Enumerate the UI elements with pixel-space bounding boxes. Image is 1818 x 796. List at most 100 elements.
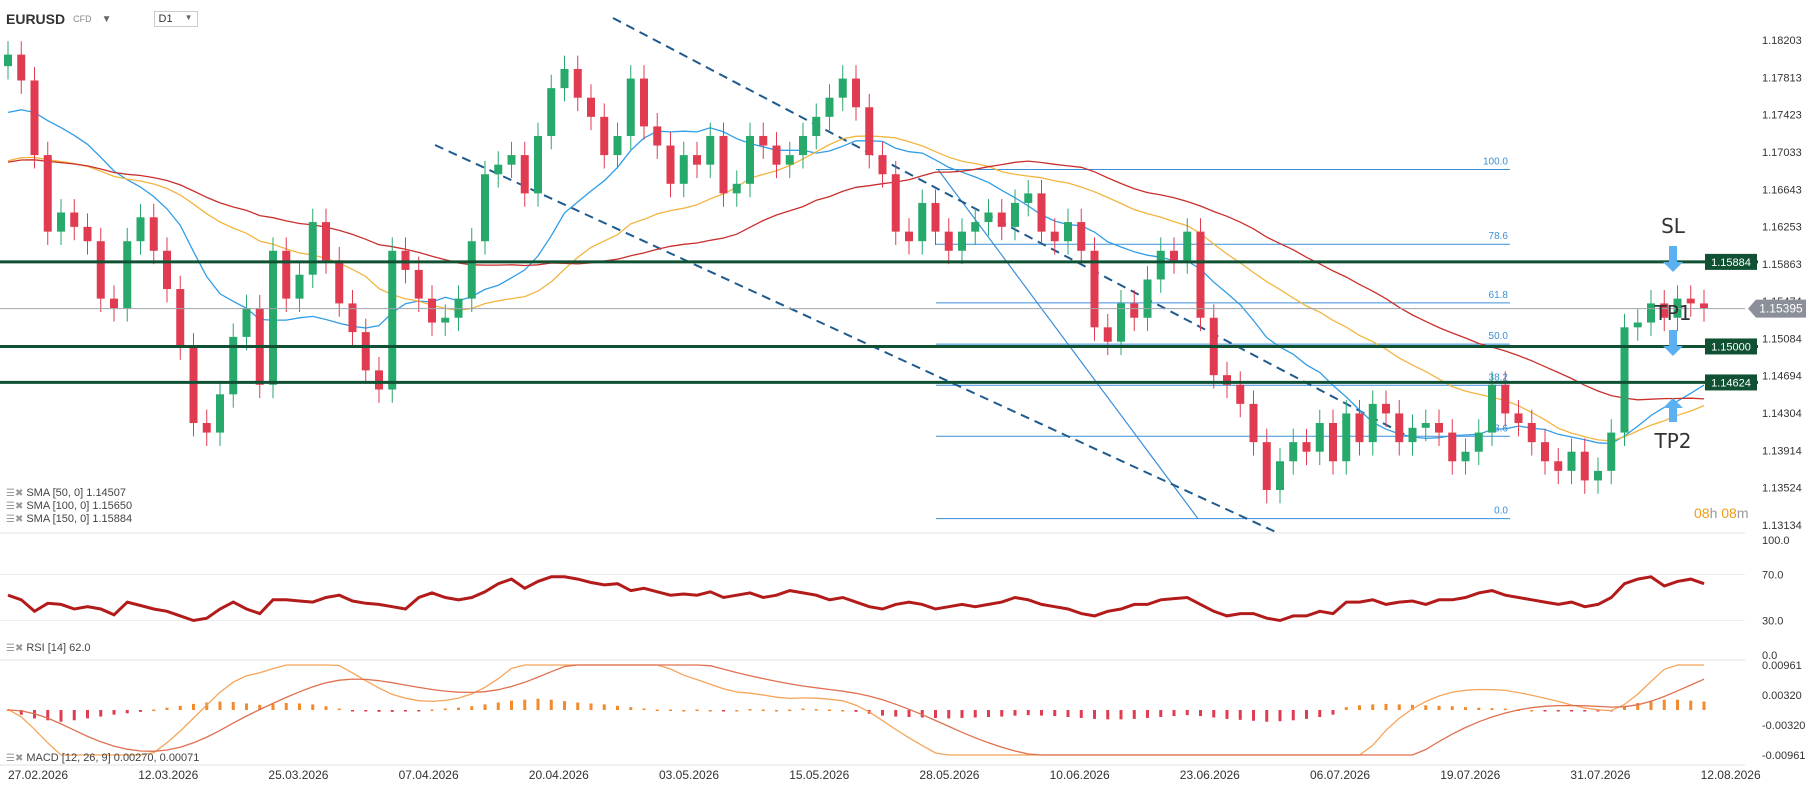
legend-macd[interactable]: ☰✖ MACD [12, 26, 9] 0.00270, 0.00071	[6, 752, 200, 764]
macd-histogram-bar	[1265, 710, 1269, 722]
macd-histogram-bar	[1371, 704, 1375, 710]
macd-histogram-bar	[1477, 707, 1481, 710]
candle	[1594, 470, 1602, 481]
candle	[560, 68, 569, 89]
macd-histogram-bar	[616, 705, 619, 710]
candle	[746, 135, 754, 184]
macd-histogram-bar	[563, 701, 566, 710]
rsi-tick-label: 0.0	[1762, 650, 1777, 662]
macd-tick-label: 0.00320	[1762, 690, 1802, 702]
channel-upper-line	[612, 17, 1416, 441]
candle	[149, 217, 158, 251]
candle	[361, 332, 370, 371]
fib-level-label: 0.0	[1494, 506, 1508, 517]
macd-histogram-bar	[1503, 708, 1507, 711]
macd-histogram-bar	[86, 710, 89, 719]
sl-level-tag-label: 1.15884	[1711, 257, 1751, 269]
macd-histogram-bar	[960, 710, 964, 718]
price-tick-label: 1.17033	[1762, 147, 1802, 159]
macd-histogram-bar	[496, 702, 500, 710]
candle	[997, 212, 1006, 227]
candle	[1156, 250, 1165, 280]
candle	[1090, 250, 1099, 328]
indicator-menu-icon[interactable]: ☰✖	[6, 487, 24, 499]
legend-sma50[interactable]: ☰✖ SMA [50, 0] 1.14507	[6, 487, 127, 499]
timeframe-select[interactable]: D1 ▼	[153, 11, 198, 27]
candle	[1488, 384, 1496, 433]
macd-histogram-bar	[920, 710, 924, 718]
arrow-down-icon	[1663, 246, 1683, 272]
indicator-menu-icon[interactable]: ☰✖	[6, 513, 24, 525]
legend-rsi[interactable]: ☰✖ RSI [14] 62.0	[6, 642, 91, 654]
macd-histogram-bar	[1066, 710, 1070, 718]
candle	[1448, 432, 1457, 462]
price-tick-label: 1.13914	[1762, 445, 1802, 457]
candle	[732, 183, 741, 194]
macd-histogram-bar	[788, 709, 792, 712]
candle	[534, 135, 542, 194]
macd-histogram-bar	[1437, 705, 1441, 710]
instrument-type-label: CFD	[73, 14, 92, 24]
macd-tick-label: -0.00320	[1762, 720, 1805, 732]
macd-histogram-bar	[165, 707, 169, 710]
macd-histogram-bar	[841, 710, 845, 712]
date-tick-label: 10.06.2026	[1050, 768, 1110, 782]
arrow-up-icon	[1663, 398, 1683, 422]
symbol-dropdown-icon[interactable]: ▼	[101, 13, 112, 25]
macd-histogram-bar	[139, 710, 142, 712]
candle	[573, 68, 582, 98]
price-tick-label: 1.14694	[1762, 371, 1802, 383]
macd-histogram-bar	[973, 710, 977, 718]
candle	[1315, 423, 1324, 452]
fib-level-label: 61.8	[1489, 290, 1509, 301]
macd-histogram-bar	[1199, 710, 1202, 717]
tp2-level-tag	[1705, 374, 1757, 391]
candle	[216, 394, 224, 433]
candle	[202, 423, 211, 433]
macd-histogram-bar	[1053, 710, 1057, 717]
candle	[1064, 222, 1072, 242]
date-tick-label: 19.07.2026	[1440, 768, 1500, 782]
tp2-level-tag-label: 1.14624	[1711, 377, 1751, 389]
macd-histogram-bar	[258, 704, 262, 710]
macd-histogram-bar	[1649, 700, 1653, 710]
macd-histogram-bar	[1331, 710, 1335, 715]
macd-histogram-bar	[1026, 710, 1030, 716]
macd-histogram-bar	[1344, 707, 1348, 710]
candle	[189, 346, 198, 424]
candle	[825, 97, 834, 117]
candle	[1660, 303, 1669, 318]
legend-sma150[interactable]: ☰✖ SMA [150, 0] 1.15884	[6, 513, 133, 525]
candle	[1037, 193, 1046, 232]
price-tick-label: 1.18203	[1762, 35, 1802, 47]
candle	[1117, 303, 1125, 342]
macd-histogram-bar	[311, 704, 315, 710]
candle	[110, 298, 118, 309]
indicator-menu-icon[interactable]: ☰✖	[6, 642, 24, 654]
tp2-label: TP2	[1653, 429, 1691, 453]
current-price-tag	[1748, 299, 1806, 318]
macd-histogram-bar	[1238, 710, 1242, 720]
date-tick-label: 07.04.2026	[399, 768, 459, 782]
macd-histogram-bar	[125, 710, 129, 714]
candle	[1223, 375, 1231, 385]
fib-level-label: 100.0	[1483, 156, 1508, 167]
candle	[335, 260, 344, 304]
candle	[1050, 231, 1059, 242]
candle	[653, 126, 662, 146]
candle	[428, 298, 436, 323]
candle-countdown: 08h 08m	[1694, 505, 1749, 521]
price-tick-label: 1.13134	[1762, 520, 1802, 532]
indicator-menu-icon[interactable]: ☰✖	[6, 500, 24, 512]
candle	[1024, 193, 1033, 203]
candle	[1355, 413, 1364, 443]
legend-sma100[interactable]: ☰✖ SMA [100, 0] 1.15650	[6, 500, 133, 512]
candle	[375, 370, 383, 390]
candle	[507, 155, 516, 165]
macd-histogram-bar	[1172, 710, 1176, 717]
date-tick-label: 06.07.2026	[1310, 768, 1370, 782]
indicator-menu-icon[interactable]: ☰✖	[6, 752, 24, 764]
symbol-label[interactable]: EURUSD	[6, 11, 66, 27]
candle	[1607, 432, 1616, 471]
